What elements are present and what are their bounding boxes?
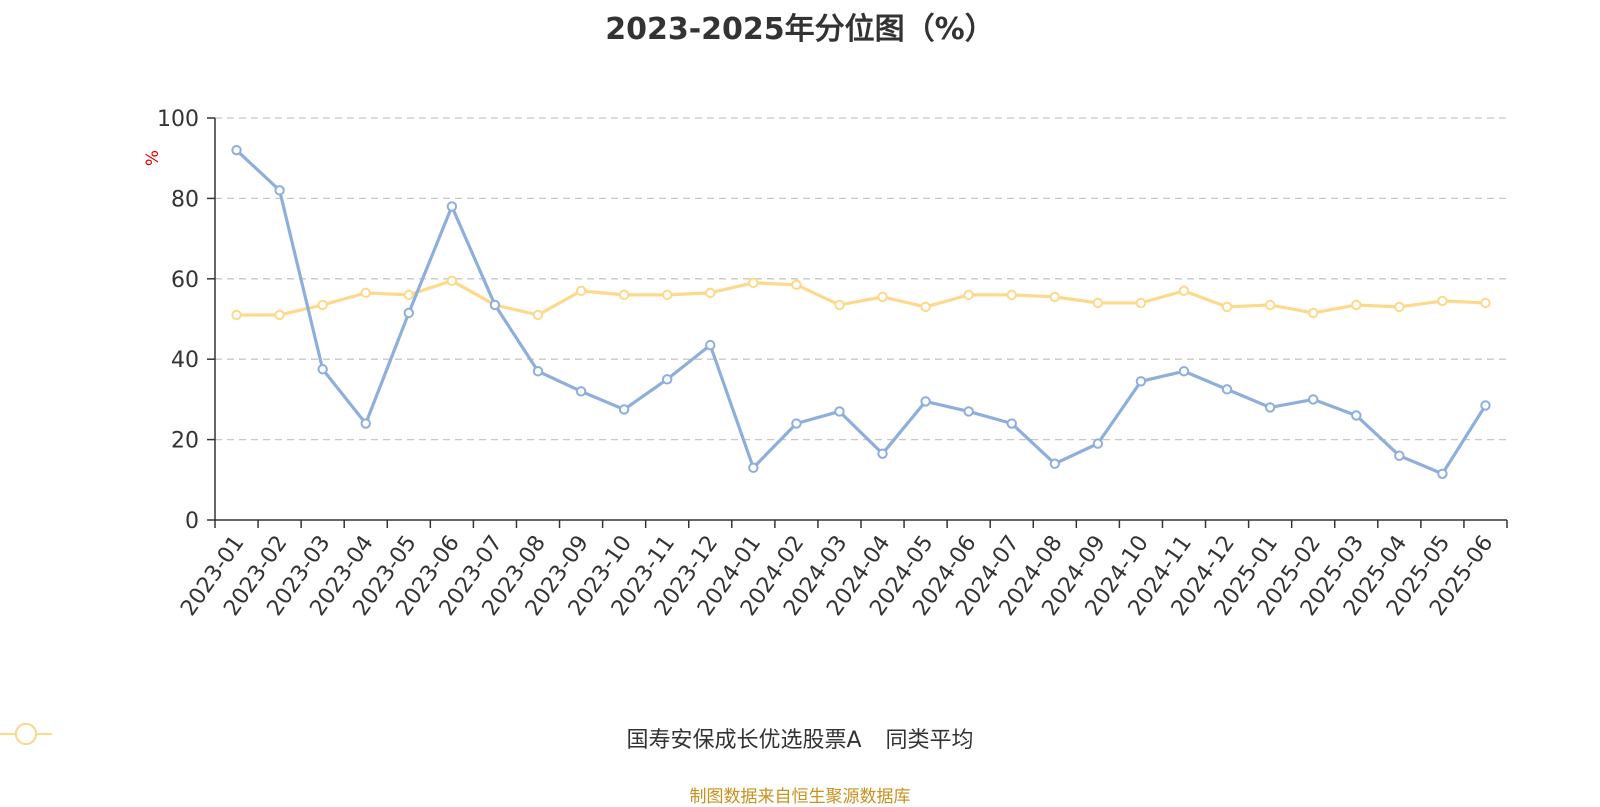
fund-data-point	[1480, 400, 1491, 411]
fund-data-point	[1264, 402, 1276, 413]
y-tick-label: 0	[185, 509, 199, 534]
average-data-point	[231, 309, 242, 321]
y-tick-label: 40	[171, 348, 199, 373]
fund-data-point	[1049, 458, 1061, 469]
fund-data-point	[231, 144, 242, 156]
y-tick-label: 60	[171, 268, 199, 293]
average-data-point	[877, 291, 888, 303]
fund-data-point	[920, 396, 931, 407]
legend-average-label: 同类平均	[885, 728, 974, 753]
fund-data-point	[1351, 410, 1362, 421]
fund-data-point	[489, 299, 501, 311]
fund-data-point	[575, 386, 587, 397]
fund-data-point	[1437, 468, 1448, 479]
y-tick-label: 20	[171, 429, 199, 454]
legend-fund-label: 国寿安保成长优选股票A	[626, 728, 862, 753]
y-tick-label: 100	[157, 107, 199, 132]
fund-data-point	[877, 448, 888, 459]
average-data-point	[1092, 297, 1104, 309]
y-tick-label: 80	[171, 187, 199, 212]
average-data-point	[532, 309, 544, 321]
fund-data-point	[1092, 438, 1104, 449]
fund-data-point	[748, 462, 759, 473]
fund-data-point	[317, 364, 328, 375]
average-data-point	[403, 289, 414, 301]
chart-title: 2023-2025年分位图（%）	[605, 12, 995, 47]
legend-item-fund[interactable]: 国寿安保成长优选股票A	[0, 722, 862, 754]
average-data-point	[662, 289, 673, 301]
fund-data-point	[1308, 394, 1319, 405]
y-axis-unit: %	[143, 150, 163, 166]
fund-data-point	[403, 307, 414, 319]
fund-data-point	[705, 339, 716, 351]
average-data-point	[1437, 295, 1448, 307]
fund-data-point	[446, 201, 458, 212]
legend-item-average[interactable]: 同类平均	[0, 722, 974, 754]
fund-data-point	[662, 374, 673, 385]
fund-data-point	[532, 366, 544, 377]
average-data-point	[834, 299, 845, 311]
fund-data-point	[1394, 450, 1405, 461]
fund-data-point	[1135, 376, 1147, 387]
average-data-point	[1351, 299, 1362, 311]
fund-data-point	[1221, 384, 1233, 395]
series-line-fund	[235, 148, 1487, 476]
fund-data-point	[360, 418, 371, 429]
average-data-point	[317, 299, 328, 311]
fund-data-point	[1178, 366, 1190, 377]
average-data-point	[274, 309, 285, 321]
average-data-point	[575, 285, 587, 297]
average-data-point	[1308, 307, 1319, 319]
fund-data-point	[274, 185, 285, 196]
fund-data-point	[1006, 418, 1017, 429]
average-data-point	[1006, 289, 1017, 301]
fund-data-point	[834, 406, 845, 417]
fund-data-point	[618, 404, 630, 415]
data-source: 制图数据来自恒生聚源数据库	[689, 787, 911, 807]
legend-average-icon	[0, 723, 52, 745]
average-data-point	[1394, 301, 1405, 313]
legend: 国寿安保成长优选股票A 同类平均	[0, 722, 1600, 754]
average-data-point	[1049, 291, 1061, 303]
average-data-point	[920, 301, 931, 313]
average-data-point	[963, 289, 974, 301]
series-line-average	[236, 279, 1486, 317]
average-data-point	[618, 289, 630, 301]
average-data-point	[1221, 301, 1233, 313]
average-data-point	[1135, 297, 1147, 309]
average-data-point	[1178, 285, 1190, 297]
average-data-point	[748, 277, 759, 289]
average-data-point	[705, 287, 716, 299]
average-data-point	[1480, 297, 1491, 309]
fund-data-point	[791, 418, 802, 429]
average-data-point	[1264, 299, 1276, 311]
fund-data-point	[963, 406, 974, 417]
average-data-point	[360, 287, 371, 299]
average-data-point	[446, 275, 458, 287]
average-data-point	[791, 279, 802, 291]
